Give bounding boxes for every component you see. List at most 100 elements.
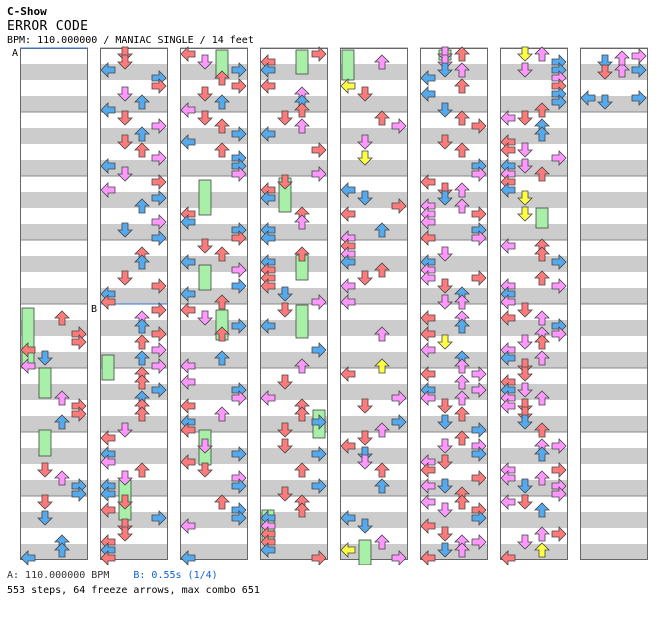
- step-arrow: [534, 126, 550, 142]
- step-arrow: [454, 62, 470, 78]
- beat-stripe: [180, 192, 248, 208]
- beat-stripe: [500, 544, 568, 560]
- step-arrow: [117, 110, 133, 126]
- step-arrow: [134, 126, 150, 142]
- column-border: [580, 48, 648, 560]
- step-arrow: [420, 230, 436, 246]
- beat-stripe: [260, 544, 328, 560]
- step-arrow: [437, 526, 453, 542]
- step-arrow: [437, 454, 453, 470]
- step-arrow: [311, 414, 327, 430]
- step-arrow: [117, 270, 133, 286]
- step-arrow: [517, 142, 533, 158]
- step-arrow: [534, 502, 550, 518]
- beat-stripe: [20, 480, 88, 496]
- step-arrow: [197, 438, 213, 454]
- step-arrow: [517, 206, 533, 222]
- beat-stripe: [260, 448, 328, 464]
- step-arrow: [374, 422, 390, 438]
- step-arrow: [100, 102, 116, 118]
- beat-stripe: [500, 480, 568, 496]
- beat-stripe: [500, 192, 568, 208]
- step-arrow: [551, 438, 567, 454]
- chart-info: BPM: 110.000000 / MANIAC SINGLE / 14 fee…: [7, 35, 254, 46]
- step-arrow: [420, 174, 436, 190]
- step-arrow: [420, 270, 436, 286]
- beat-stripe: [180, 128, 248, 144]
- step-arrow: [374, 110, 390, 126]
- step-arrow: [614, 62, 630, 78]
- freeze-body: [535, 207, 549, 229]
- freeze-body: [38, 367, 52, 399]
- step-arrow: [20, 550, 36, 565]
- step-arrow: [260, 190, 276, 206]
- step-arrow: [197, 54, 213, 70]
- step-arrow: [534, 270, 550, 286]
- step-arrow: [500, 142, 516, 158]
- step-arrow: [454, 182, 470, 198]
- step-arrow: [260, 78, 276, 94]
- beat-stripe: [20, 288, 88, 304]
- step-arrow: [420, 478, 436, 494]
- step-arrow: [231, 230, 247, 246]
- beat-stripe: [100, 480, 168, 496]
- beat-stripe: [100, 256, 168, 272]
- column-border: [500, 48, 568, 560]
- step-arrow: [500, 238, 516, 254]
- step-arrow: [20, 358, 36, 374]
- step-arrow: [471, 206, 487, 222]
- step-arrow: [391, 390, 407, 406]
- step-arrow: [117, 494, 133, 510]
- stop-label: B: 0.55s (1/4): [133, 570, 218, 581]
- step-arrow: [500, 550, 516, 565]
- beat-stripe: [580, 480, 648, 496]
- step-arrow: [311, 294, 327, 310]
- step-arrow: [214, 118, 230, 134]
- beat-stripe: [100, 128, 168, 144]
- beat-stripe: [100, 544, 168, 560]
- beat-stripe: [340, 320, 408, 336]
- step-arrow: [437, 438, 453, 454]
- beat-stripe: [100, 416, 168, 432]
- step-arrow: [357, 190, 373, 206]
- beat-stripe: [340, 544, 408, 560]
- step-arrow: [420, 342, 436, 358]
- beat-stripe: [580, 448, 648, 464]
- beat-stripe: [580, 128, 648, 144]
- step-arrow: [260, 542, 276, 558]
- step-arrow: [197, 238, 213, 254]
- beat-stripe: [20, 96, 88, 112]
- beat-stripe: [500, 512, 568, 528]
- step-arrow: [260, 126, 276, 142]
- step-arrow: [54, 470, 70, 486]
- beat-stripe: [580, 384, 648, 400]
- step-arrow: [471, 470, 487, 486]
- beat-stripe: [420, 64, 488, 80]
- step-arrow: [277, 438, 293, 454]
- step-arrow: [437, 278, 453, 294]
- column-border: [420, 48, 488, 560]
- beat-stripe: [420, 320, 488, 336]
- step-arrow: [180, 302, 196, 318]
- beat-stripe: [580, 544, 648, 560]
- step-arrow: [374, 262, 390, 278]
- step-arrow: [420, 462, 436, 478]
- step-arrow: [437, 398, 453, 414]
- beat-stripe: [340, 192, 408, 208]
- beat-stripe: [20, 416, 88, 432]
- step-arrow: [534, 310, 550, 326]
- freeze-body: [358, 539, 372, 565]
- step-arrow: [357, 270, 373, 286]
- beat-stripe: [20, 160, 88, 176]
- step-arrow: [180, 134, 196, 150]
- beat-stripe: [500, 224, 568, 240]
- step-arrow: [534, 334, 550, 350]
- step-arrow: [500, 494, 516, 510]
- beat-stripe: [180, 320, 248, 336]
- beat-stripe: [100, 224, 168, 240]
- step-arrow: [471, 118, 487, 134]
- step-arrow: [231, 78, 247, 94]
- step-arrow: [580, 90, 596, 106]
- beat-stripe: [420, 480, 488, 496]
- freeze-body: [341, 49, 355, 81]
